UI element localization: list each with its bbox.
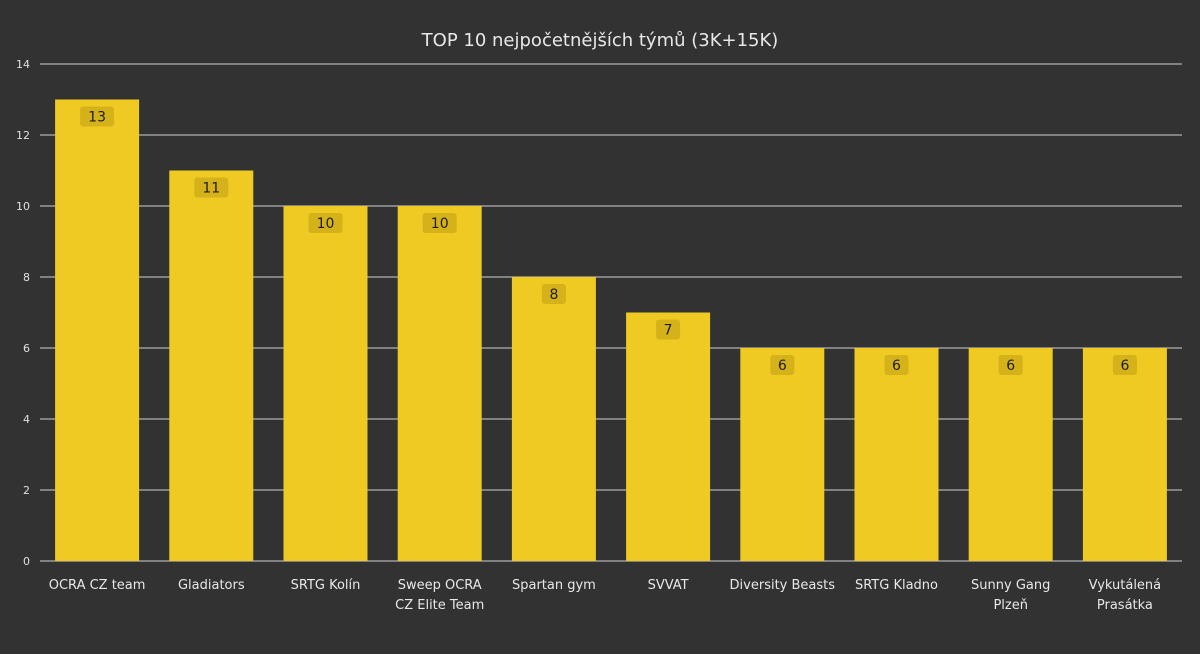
x-tick-label: SVVAT — [648, 578, 689, 593]
bar — [626, 312, 711, 561]
bars: 13 11 10 10 8 7 6 6 6 6 — [55, 99, 1167, 561]
y-tick-label: 0 — [23, 555, 30, 568]
bar — [169, 170, 254, 561]
data-label-box — [541, 284, 566, 304]
y-tick-label: 14 — [16, 58, 30, 71]
data-label: 6 — [892, 358, 901, 374]
bar — [55, 99, 140, 561]
data-label-box — [422, 213, 457, 233]
bar — [397, 206, 482, 561]
data-label: 6 — [1006, 358, 1015, 374]
y-tick-label: 12 — [16, 129, 30, 142]
x-tick-label: OCRA CZ team — [49, 578, 146, 593]
data-label: 13 — [88, 110, 106, 126]
data-label-box — [308, 213, 343, 233]
data-label: 6 — [778, 358, 787, 374]
x-tick-label: Spartan gym — [512, 578, 596, 593]
y-axis: 0 2 4 6 8 10 12 14 — [16, 58, 30, 568]
x-tick-label: Sweep OCRA CZ Elite Team — [395, 578, 484, 613]
data-label: 10 — [317, 216, 335, 232]
bar — [1082, 348, 1167, 561]
data-label-box — [80, 106, 115, 127]
y-tick-label: 6 — [23, 342, 30, 355]
chart-title: TOP 10 nejpočetnějších týmů (3K+15K) — [421, 30, 779, 51]
data-label-box — [194, 177, 229, 198]
y-tick-label: 2 — [23, 484, 30, 497]
x-tick-label: Vykutálená Prasátka — [1089, 578, 1161, 613]
y-tick-label: 8 — [23, 271, 30, 284]
y-tick-label: 10 — [16, 200, 30, 213]
bar — [854, 348, 939, 561]
data-label: 10 — [431, 216, 449, 232]
data-label: 6 — [1120, 358, 1129, 374]
x-axis: OCRA CZ team Gladiators SRTG Kolín Sweep OC… — [49, 578, 1161, 613]
x-tick-label: Gladiators — [178, 578, 245, 593]
bar — [283, 206, 368, 561]
data-label-box — [770, 355, 795, 375]
x-tick-label: Sunny Gang Plzeň — [971, 578, 1050, 613]
bar — [740, 348, 825, 561]
data-label-box — [1112, 355, 1137, 375]
data-label: 8 — [549, 287, 558, 303]
x-tick-label: SRTG Kolín — [291, 578, 361, 593]
data-label-box — [998, 355, 1023, 375]
bar — [511, 277, 596, 561]
bar — [968, 348, 1053, 561]
data-label-box — [884, 355, 909, 375]
y-tick-label: 4 — [23, 413, 30, 426]
data-label: 7 — [664, 323, 673, 339]
data-label: 11 — [202, 181, 220, 197]
x-tick-label: SRTG Kladno — [855, 578, 938, 593]
data-label-box — [656, 319, 681, 340]
x-tick-label: Diversity Beasts — [730, 578, 836, 593]
